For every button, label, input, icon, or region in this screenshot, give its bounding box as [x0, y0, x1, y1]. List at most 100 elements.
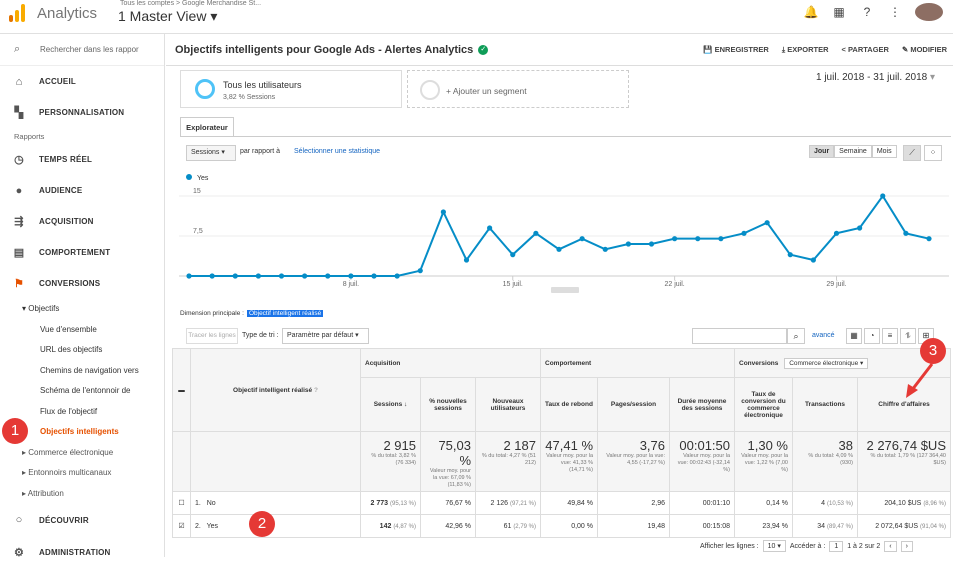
dimension-value[interactable]: Objectif intelligent réalisé: [246, 310, 324, 317]
col-new-users[interactable]: Nouveaux utilisateurs: [475, 377, 541, 432]
dim-header[interactable]: Objectif intelligent réalisé ?: [190, 348, 361, 432]
col-ecom-conv-rate[interactable]: Taux de conversion du commerce électroni…: [734, 377, 793, 432]
metric-dropdown[interactable]: Sessions ▾: [186, 145, 236, 161]
col-pages-session[interactable]: Pages/session: [597, 377, 670, 432]
granularity-day[interactable]: Jour: [809, 145, 835, 158]
data-point: [556, 246, 562, 252]
col-label: Sessions: [373, 401, 403, 408]
row-checkbox[interactable]: ☑: [172, 514, 191, 538]
sidebar-item-attribution[interactable]: ▸ Attribution: [22, 488, 64, 498]
nav-accueil[interactable]: ⌂ ACCUEIL: [0, 66, 164, 97]
search-input[interactable]: Rechercher dans les rappor: [40, 45, 139, 54]
share-label: PARTAGER: [847, 45, 889, 54]
select-all-checkbox[interactable]: ▬: [172, 348, 191, 432]
y-tick-label: 15: [193, 188, 201, 195]
performance-view-icon[interactable]: ≡: [882, 328, 898, 344]
granularity-week[interactable]: Semaine: [834, 145, 872, 158]
select-metric-link[interactable]: Sélectionner une statistique: [294, 148, 380, 155]
table-cell: 34 (89,47 %): [792, 514, 858, 538]
prev-page-button[interactable]: ‹: [884, 540, 897, 552]
edit-button[interactable]: ✎ MODIFIER: [901, 45, 947, 54]
more-vert-icon[interactable]: ⋮: [889, 5, 901, 19]
goto-input[interactable]: 1: [829, 540, 844, 552]
table-search-input[interactable]: [692, 328, 787, 344]
col-sessions[interactable]: Sessions ↓: [360, 377, 421, 432]
line-chart-icon[interactable]: ⟋: [903, 145, 921, 161]
nav-label: PERSONNALISATION: [39, 108, 125, 117]
sort-type-dropdown[interactable]: Paramètre par défaut ▾: [282, 328, 369, 344]
total-value: 3,76: [639, 438, 665, 453]
pie-view-icon[interactable]: ◔: [864, 328, 880, 344]
nav-audience[interactable]: ● AUDIENCE: [0, 175, 164, 206]
comparison-view-icon[interactable]: ⥮: [900, 328, 916, 344]
data-point: [533, 230, 539, 236]
sidebar-item-objectifs[interactable]: ▾ Objectifs: [22, 304, 60, 313]
total-sub: % du total: 4,09 % (930): [808, 453, 853, 466]
cell-pct: (95,13 %): [389, 500, 416, 507]
table-row[interactable]: ☐ 1. No 2 773 (95,13 %) 76,67 % 2 126 (9…: [172, 491, 951, 515]
rows-per-page-dropdown[interactable]: 10 ▾: [762, 540, 786, 552]
page-range: 1 à 2 sur 2: [847, 542, 881, 550]
nav-comportement[interactable]: ▤ COMPORTEMENT: [0, 237, 164, 268]
table-row[interactable]: ☑ 2. Yes 142 (4,87 %) 42,96 % 61 (2,79 %…: [172, 514, 951, 538]
table-cell: 204,10 $US (8,96 %): [857, 491, 951, 515]
sidebar-item-multichannel[interactable]: ▸ Entonnoirs multicanaux: [22, 468, 112, 477]
granularity-month[interactable]: Mois: [871, 145, 897, 158]
col-revenue[interactable]: Chiffre d'affaires: [857, 377, 951, 432]
sidebar-item-reverse-path[interactable]: Chemins de navigation vers: [40, 365, 139, 375]
advanced-link[interactable]: avancé: [812, 332, 835, 339]
breadcrumb[interactable]: Tous les comptes > Google Merchandise St…: [120, 0, 262, 7]
avatar[interactable]: [915, 3, 943, 21]
col-avg-duration[interactable]: Durée moyenne des sessions: [669, 377, 735, 432]
next-page-button[interactable]: ›: [900, 540, 913, 552]
row-checkbox[interactable]: ☐: [172, 491, 191, 515]
col-new-sessions[interactable]: % nouvelles sessions: [420, 377, 476, 432]
nav-label: AUDIENCE: [39, 186, 83, 195]
col-transactions[interactable]: Transactions: [792, 377, 858, 432]
row-label[interactable]: 1. No: [190, 491, 361, 515]
plot-rows-button[interactable]: Tracer les lignes: [186, 328, 238, 344]
main-content: Objectifs intelligents pour Google Ads -…: [166, 34, 953, 557]
export-button[interactable]: ⤓ EXPORTER: [781, 45, 829, 54]
totals-spacer: [172, 431, 191, 492]
behavior-icon: ▤: [13, 247, 25, 259]
row-label[interactable]: 2. Yes: [190, 514, 361, 538]
sidebar-item-funnel[interactable]: Schéma de l'entonnoir de: [40, 386, 131, 395]
sidebar-search[interactable]: ⌕ Rechercher dans les rappor: [0, 34, 164, 66]
share-button[interactable]: < PARTAGER: [841, 45, 889, 54]
nav-temps-reel[interactable]: ◷ TEMPS RÉEL: [0, 144, 164, 175]
conversion-type-dropdown[interactable]: Commerce électronique ▾: [784, 358, 869, 369]
nav-personnalisation[interactable]: ▚ PERSONNALISATION: [0, 97, 164, 128]
apps-grid-icon[interactable]: ▦: [833, 5, 845, 19]
sidebar-item-overview[interactable]: Vue d'ensemble: [40, 324, 97, 334]
nav-admin[interactable]: ⚙ ADMINISTRATION: [0, 536, 164, 568]
nav-conversions[interactable]: ⚑ CONVERSIONS: [0, 268, 164, 299]
bell-icon[interactable]: 🔔: [803, 5, 819, 19]
add-segment-button[interactable]: + Ajouter un segment: [407, 70, 629, 108]
search-icon[interactable]: ⌕: [787, 328, 805, 344]
cell-value: 204,10 $US: [884, 499, 922, 507]
nav-label: COMPORTEMENT: [39, 248, 111, 257]
view-selector[interactable]: 1 Master View ▾: [118, 8, 218, 24]
save-button[interactable]: 💾 ENREGISTRER: [703, 45, 769, 54]
analytics-logo-icon[interactable]: [9, 4, 27, 22]
segment-card[interactable]: Tous les utilisateurs 3,82 % Sessions: [180, 70, 402, 108]
nav-decouvrir[interactable]: ○ DÉCOUVRIR: [0, 504, 164, 536]
tab-explorer[interactable]: Explorateur: [180, 117, 234, 137]
cell-value: 0,14 %: [766, 499, 788, 507]
table-cell: 00:01:10: [669, 491, 735, 515]
cell-value: 00:15:08: [702, 522, 730, 530]
nav-label: ADMINISTRATION: [39, 547, 111, 557]
sidebar-item-ecommerce[interactable]: ▸ Commerce électronique: [22, 447, 114, 457]
nav-acquisition[interactable]: ⇶ ACQUISITION: [0, 206, 164, 237]
annotation-badge-3: 3: [920, 338, 946, 364]
col-bounce-rate[interactable]: Taux de rebond: [540, 377, 598, 432]
sidebar-item-smart-goals[interactable]: Objectifs intelligents: [40, 427, 119, 436]
table-view-icon[interactable]: ▦: [846, 328, 862, 344]
sidebar-item-goal-flow[interactable]: Flux de l'objectif: [40, 406, 98, 416]
help-icon[interactable]: ?: [863, 5, 871, 19]
sidebar-item-goal-urls[interactable]: URL des objectifs: [40, 345, 103, 354]
motion-chart-icon[interactable]: ⁘: [924, 145, 942, 161]
date-range-picker[interactable]: 1 juil. 2018 - 31 juil. 2018 ▾: [816, 72, 935, 83]
report-header: Objectifs intelligents pour Google Ads -…: [166, 34, 953, 66]
